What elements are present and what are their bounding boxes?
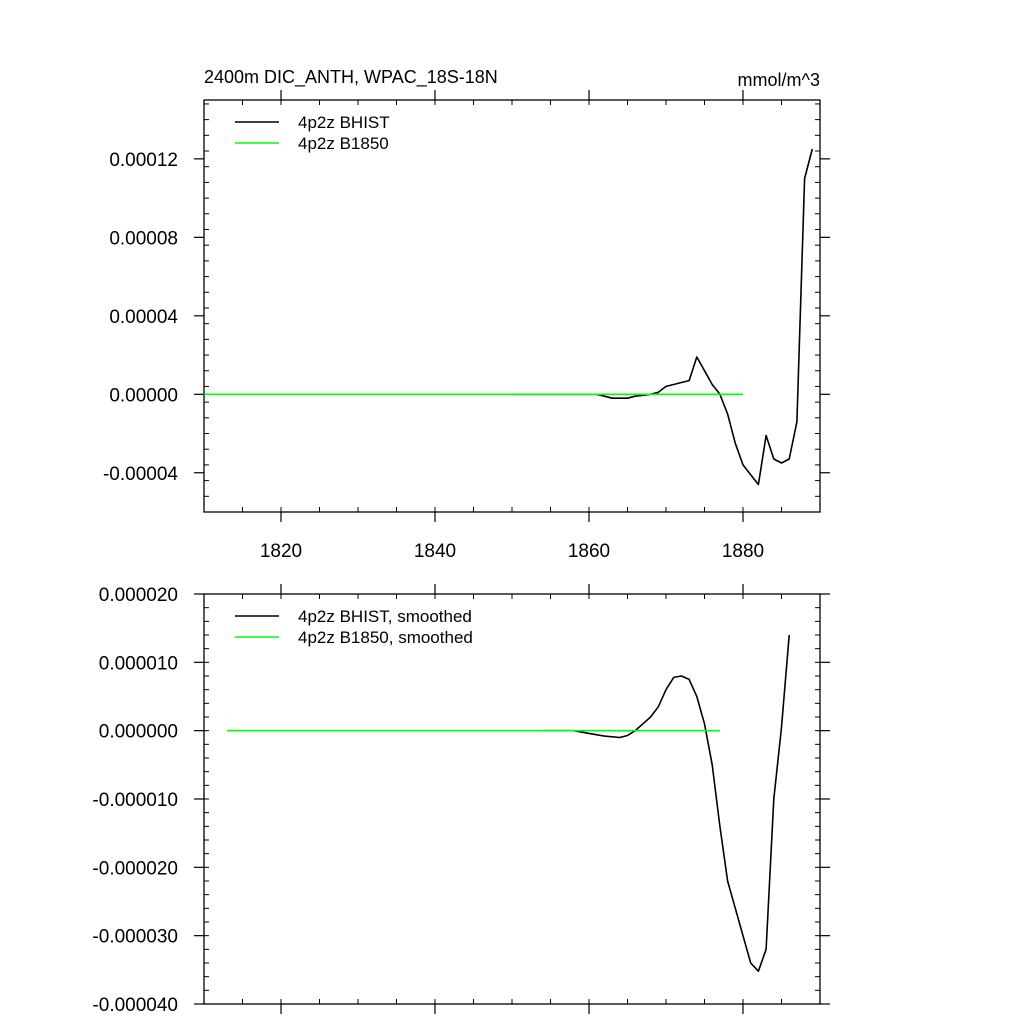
y-tick-label: 0.000000	[99, 722, 178, 743]
plot-frame	[203, 593, 821, 1005]
legend-label: 4p2z BHIST, smoothed	[298, 607, 472, 626]
legend-label: 4p2z B1850	[298, 134, 389, 153]
x-tick-label: 1840	[414, 541, 456, 562]
y-tick-label: 0.000020	[99, 585, 178, 606]
units-label: mmol/m^3	[738, 70, 820, 90]
y-tick-label: 0.000010	[99, 653, 178, 674]
series-line-bhist	[542, 634, 790, 973]
x-tick-label: 1860	[568, 541, 610, 562]
y-tick-label: 0.00008	[109, 228, 178, 249]
y-tick-label: -0.000030	[92, 927, 178, 948]
y-tick-label: -0.000040	[92, 995, 178, 1016]
x-tick-label: 1820	[260, 541, 302, 562]
x-tick-label: 1880	[722, 541, 764, 562]
y-tick-label: 0.00012	[109, 150, 178, 171]
legend-label: 4p2z B1850, smoothed	[298, 628, 473, 647]
y-tick-label: -0.000020	[92, 858, 178, 879]
y-tick-label: 0.00004	[109, 307, 178, 328]
y-tick-label: -0.000010	[92, 790, 178, 811]
series-line-bhist	[512, 148, 814, 486]
y-tick-label: -0.00004	[103, 464, 178, 485]
y-tick-label: 0.00000	[109, 385, 178, 406]
plot-frame	[203, 99, 821, 513]
legend-label: 4p2z BHIST	[298, 113, 390, 132]
chart-title: 2400m DIC_ANTH, WPAC_18S-18N	[204, 67, 498, 88]
